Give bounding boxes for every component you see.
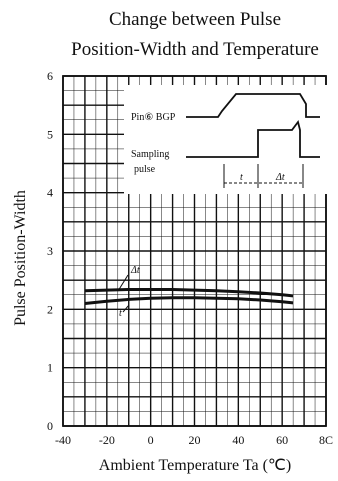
y-tick-label: 6 bbox=[47, 69, 53, 83]
series-lines bbox=[84, 288, 294, 305]
y-tick-label: 5 bbox=[47, 127, 53, 141]
inset-bgp-waveform bbox=[186, 93, 320, 118]
y-tick-label: 2 bbox=[47, 302, 53, 316]
series-label-dt: Δt bbox=[130, 265, 140, 276]
tick-labels: -40 -20 0 20 40 60 8C 0 1 2 3 4 5 6 bbox=[47, 69, 333, 447]
series-label-t: t bbox=[119, 308, 122, 319]
y-axis-label: Pulse Position-Width bbox=[12, 190, 29, 326]
x-tick-label: 8C bbox=[319, 433, 333, 447]
y-tick-label: 0 bbox=[47, 419, 53, 433]
x-tick-label: -40 bbox=[55, 433, 71, 447]
series-pointer-dt bbox=[117, 274, 129, 292]
plot-frame bbox=[62, 75, 327, 427]
axes bbox=[62, 75, 327, 427]
inset-diagram: Pin⑥ BGP Sampling pulse t Δt bbox=[124, 85, 328, 194]
inset-dt-label: Δt bbox=[275, 172, 285, 183]
inset-background bbox=[124, 85, 328, 194]
x-tick-label: 40 bbox=[232, 433, 244, 447]
inset-sampling-waveform bbox=[186, 119, 320, 158]
y-tick-label: 1 bbox=[47, 361, 53, 375]
series-pointer-t bbox=[122, 304, 130, 313]
inset-t-label: t bbox=[240, 172, 243, 183]
series-line-dt bbox=[84, 288, 294, 298]
y-tick-label: 3 bbox=[47, 244, 53, 258]
chart-title-line-1: Change between Pulse bbox=[109, 9, 281, 30]
x-tick-label: 20 bbox=[189, 433, 201, 447]
y-tick-label: 4 bbox=[47, 186, 53, 200]
x-tick-label: 0 bbox=[148, 433, 154, 447]
x-axis-label: Ambient Temperature Ta (℃) bbox=[99, 457, 291, 474]
series-line-t bbox=[84, 296, 294, 305]
inset-signal1-label: Pin⑥ BGP bbox=[131, 112, 176, 123]
inset-signal2-label-line1: Sampling bbox=[131, 149, 169, 160]
inset-signal2-label-line2: pulse bbox=[134, 164, 156, 175]
chart-title-line-2: Position-Width and Temperature bbox=[71, 39, 319, 60]
x-tick-label: -20 bbox=[99, 433, 115, 447]
x-tick-label: 60 bbox=[276, 433, 288, 447]
curve-labels: Δt t bbox=[117, 265, 140, 319]
